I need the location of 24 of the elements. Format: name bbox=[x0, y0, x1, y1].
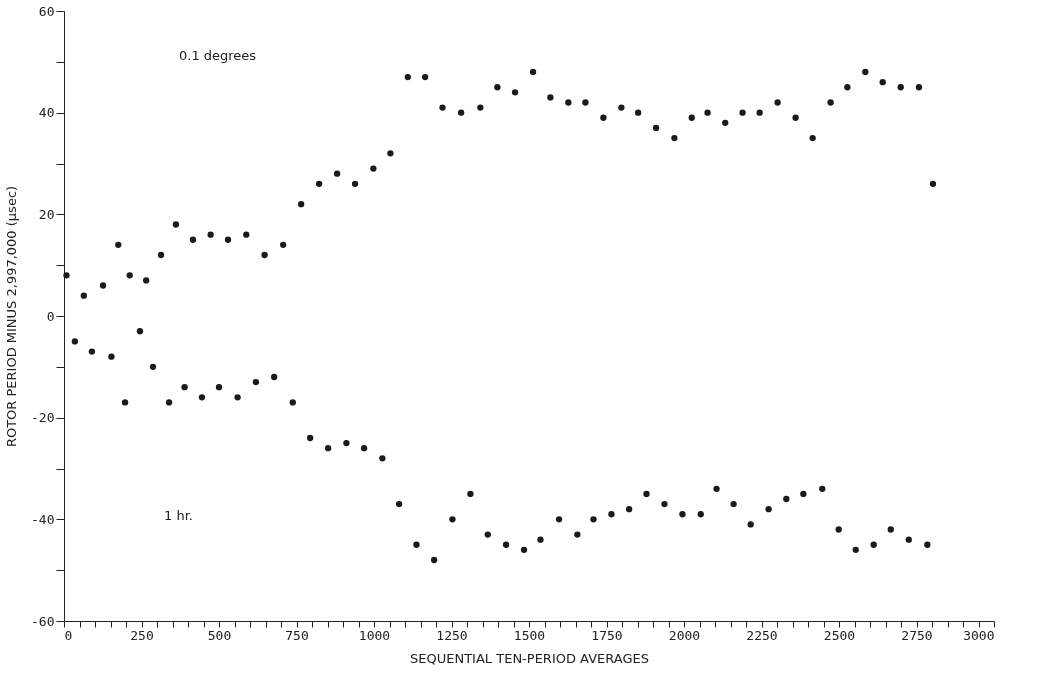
x-tick-label: 750 bbox=[285, 627, 309, 643]
x-tick-label: 2250 bbox=[746, 627, 778, 643]
x-tick-label: 2000 bbox=[668, 627, 701, 643]
x-tick-label: 250 bbox=[130, 627, 154, 643]
y-axis-title: ROTOR PERIOD MINUS 2,997,000 (μsec) bbox=[4, 185, 20, 448]
x-tick-label: 2500 bbox=[823, 627, 856, 643]
y-tick-label: -60 bbox=[31, 613, 55, 629]
y-tick-label: 0 bbox=[46, 308, 55, 324]
y-tick-label: 60 bbox=[38, 3, 55, 19]
x-tick-label: 1000 bbox=[358, 627, 391, 643]
y-tick-label: -40 bbox=[31, 511, 55, 527]
x-tick-label: 3000 bbox=[963, 627, 995, 643]
y-tick-label: 20 bbox=[38, 206, 55, 222]
x-tick-label: 1750 bbox=[591, 627, 623, 643]
y-tick-label: -20 bbox=[31, 410, 55, 426]
y-tick-label: 40 bbox=[38, 105, 55, 121]
annotation: 0.1 degrees bbox=[179, 48, 257, 63]
x-tick-label: 500 bbox=[207, 627, 232, 643]
x-tick-label: 0 bbox=[64, 627, 73, 643]
x-axis-title: SEQUENTIAL TEN-PERIOD AVERAGES bbox=[410, 650, 649, 666]
annotation: 1 hr. bbox=[164, 508, 193, 523]
x-tick-label: 2750 bbox=[901, 627, 933, 643]
x-tick-label: 1500 bbox=[513, 627, 546, 643]
x-tick-label: 1250 bbox=[436, 627, 468, 643]
